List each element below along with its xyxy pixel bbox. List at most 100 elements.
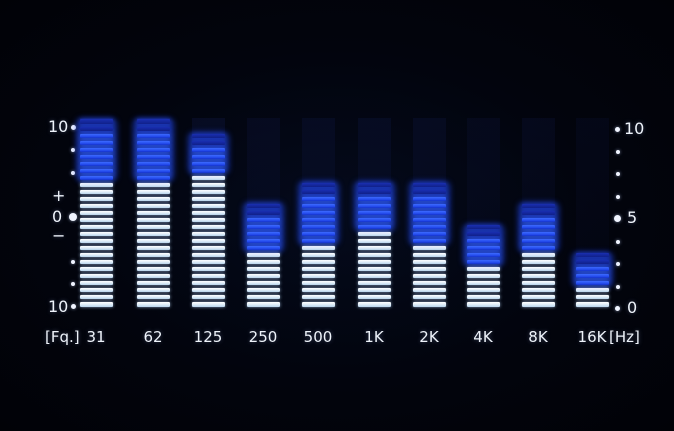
- level-segment: [136, 302, 170, 307]
- level-segment: [191, 260, 225, 265]
- level-segment: [191, 189, 225, 194]
- level-segment: [466, 281, 500, 286]
- peak-segment: [412, 189, 446, 194]
- band-column: [75, 118, 117, 308]
- band-frequency-label: 1K: [364, 328, 384, 346]
- level-segment: [466, 267, 500, 272]
- peak-segment: [466, 225, 500, 230]
- level-segment: [79, 302, 113, 307]
- level-segment: [301, 260, 335, 265]
- band-column: [353, 118, 395, 308]
- right-scale-mid-dot: [614, 215, 621, 222]
- peak-segment: [191, 133, 225, 138]
- level-segment: [412, 246, 446, 251]
- level-segment: [136, 189, 170, 194]
- level-segment: [191, 182, 225, 187]
- peak-segment: [521, 239, 555, 244]
- level-segment: [412, 253, 446, 258]
- level-segment: [357, 295, 391, 300]
- peak-segment: [79, 126, 113, 131]
- peak-segment: [466, 239, 500, 244]
- level-segment: [301, 253, 335, 258]
- level-segment: [301, 281, 335, 286]
- band-frequency-label: 2K: [419, 328, 439, 346]
- level-segment: [136, 203, 170, 208]
- peak-segment: [412, 217, 446, 223]
- left-scale-zero-dot: [69, 213, 77, 221]
- level-segment: [301, 295, 335, 300]
- peak-segment: [79, 147, 113, 152]
- level-segment: [136, 239, 170, 244]
- left-scale-dot: [71, 260, 75, 264]
- peak-segment: [191, 154, 225, 159]
- band-frequency-label: 500: [303, 328, 333, 346]
- peak-segment: [466, 246, 500, 251]
- level-segment: [521, 281, 555, 286]
- peak-segment: [136, 140, 170, 145]
- level-segment: [191, 288, 225, 293]
- peak-segment: [301, 189, 335, 194]
- peak-segment: [412, 239, 446, 244]
- band-column: [132, 118, 174, 308]
- left-scale-zero-label: 0: [52, 207, 63, 226]
- peak-segment: [575, 253, 609, 258]
- level-segment: [136, 217, 170, 223]
- peak-segment: [301, 232, 335, 237]
- level-segment: [79, 295, 113, 300]
- level-segment: [301, 302, 335, 307]
- band-column: [571, 118, 613, 308]
- level-segment: [79, 203, 113, 208]
- level-segment: [79, 267, 113, 272]
- left-scale-top-label: 10: [48, 117, 69, 136]
- level-segment: [79, 246, 113, 251]
- level-segment: [191, 295, 225, 300]
- level-segment: [246, 295, 280, 300]
- level-segment: [357, 246, 391, 251]
- band-peak-glow: [462, 223, 504, 266]
- peak-segment: [412, 225, 446, 230]
- level-segment: [357, 274, 391, 279]
- level-segment: [575, 302, 609, 307]
- level-segment: [79, 196, 113, 201]
- level-segment: [246, 260, 280, 265]
- peak-segment: [79, 154, 113, 159]
- level-segment: [191, 203, 225, 208]
- level-segment: [412, 260, 446, 265]
- peak-segment: [246, 225, 280, 230]
- peak-segment: [136, 147, 170, 152]
- right-scale-dot: [616, 150, 620, 154]
- level-segment: [79, 253, 113, 258]
- peak-segment: [136, 154, 170, 159]
- level-segment: [191, 253, 225, 258]
- level-segment: [136, 225, 170, 230]
- right-scale-dot: [616, 285, 620, 289]
- peak-segment: [136, 168, 170, 173]
- peak-segment: [301, 239, 335, 244]
- band-column: [297, 118, 339, 308]
- level-segment: [521, 253, 555, 258]
- level-segment: [136, 281, 170, 286]
- left-scale-minus-label: −: [52, 226, 66, 245]
- right-scale-mid-label: 5: [627, 208, 638, 227]
- peak-segment: [412, 182, 446, 187]
- right-scale-dot: [616, 195, 620, 199]
- band-column: [517, 118, 559, 308]
- freq-axis-prefix: [Fq.]: [45, 328, 80, 346]
- left-scale-dot: [71, 125, 76, 130]
- level-segment: [79, 281, 113, 286]
- level-segment: [466, 302, 500, 307]
- peak-segment: [79, 140, 113, 145]
- level-segment: [136, 232, 170, 237]
- peak-segment: [246, 217, 280, 223]
- level-segment: [79, 232, 113, 237]
- peak-segment: [357, 210, 391, 216]
- peak-segment: [357, 196, 391, 201]
- peak-segment: [246, 203, 280, 208]
- peak-segment: [191, 140, 225, 145]
- band-backdrop: [466, 118, 500, 308]
- peak-segment: [357, 217, 391, 223]
- left-scale-dot: [71, 171, 75, 175]
- level-segment: [136, 253, 170, 258]
- right-scale-bottom-label: 0: [627, 298, 638, 317]
